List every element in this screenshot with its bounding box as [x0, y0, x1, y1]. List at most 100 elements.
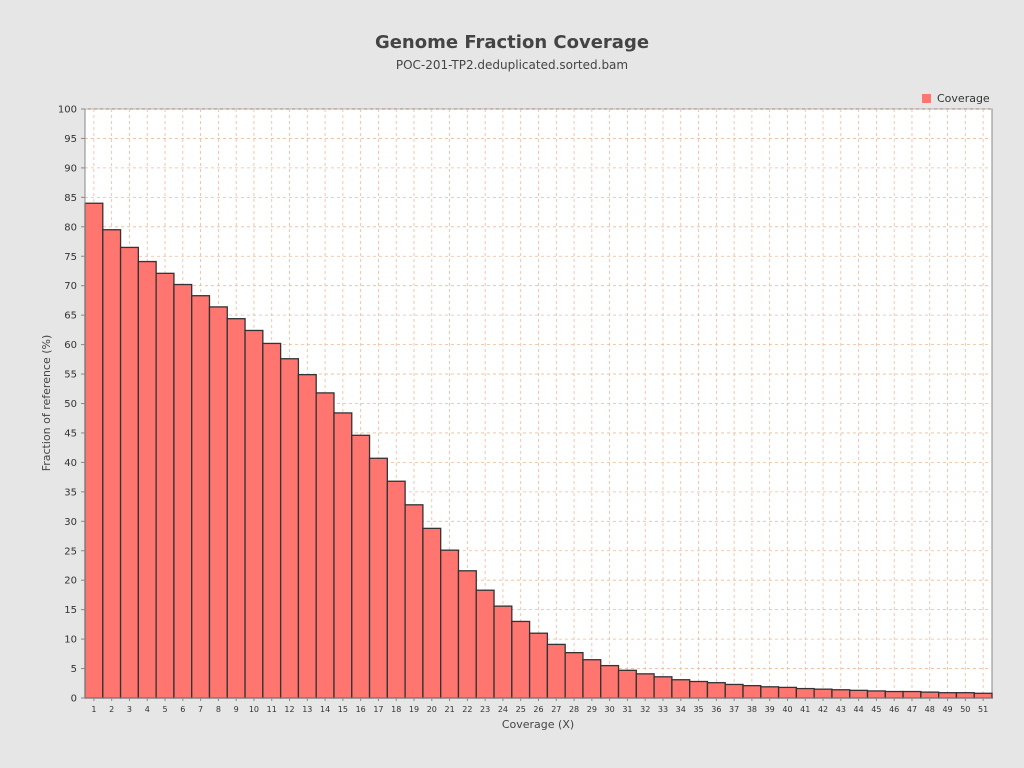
x-tick-label: 26 [533, 705, 543, 714]
x-tick-label: 22 [462, 705, 472, 714]
bar-coverage-10 [244, 329, 264, 699]
bar-coverage-19 [404, 504, 424, 699]
bar-coverage-43 [831, 689, 851, 699]
bar-coverage-41 [795, 687, 815, 699]
x-tick-label: 45 [871, 705, 881, 714]
x-tick-label: 48 [925, 705, 935, 714]
x-tick-label: 19 [409, 705, 419, 714]
bar-coverage-37 [724, 683, 744, 699]
bar-coverage-20 [422, 527, 442, 699]
x-tick-label: 20 [427, 705, 437, 714]
bar-coverage-9 [226, 318, 246, 699]
bar-coverage-49 [937, 692, 958, 699]
x-tick-label: 4 [145, 705, 150, 714]
bar-coverage-27 [546, 643, 566, 699]
y-tick-label: 55 [64, 370, 77, 381]
bar-coverage-46 [884, 690, 904, 699]
chart-title: Genome Fraction Coverage [375, 32, 649, 53]
bar-coverage-40 [777, 686, 798, 699]
bar-coverage-35 [689, 680, 709, 699]
x-tick-label: 40 [782, 705, 792, 714]
x-tick-label: 10 [249, 705, 259, 714]
x-tick-label: 33 [658, 705, 668, 714]
y-tick-label: 25 [64, 546, 77, 557]
x-tick-label: 32 [640, 705, 650, 714]
x-tick-label: 27 [551, 705, 561, 714]
y-tick-label: 15 [64, 605, 77, 616]
y-tick-label: 75 [64, 252, 77, 263]
y-tick-label: 80 [64, 222, 77, 233]
y-tick-label: 5 [71, 664, 77, 675]
bar-coverage-15 [333, 412, 353, 699]
bar-coverage-2 [102, 229, 122, 699]
bar-coverage-42 [813, 688, 833, 699]
bar-coverage-30 [600, 664, 620, 699]
x-tick-label: 6 [180, 705, 185, 714]
x-tick-label: 11 [267, 705, 277, 714]
x-tick-label: 49 [942, 705, 952, 714]
x-tick-label: 41 [800, 705, 810, 714]
x-tick-label: 28 [569, 705, 579, 714]
x-tick-label: 29 [587, 705, 597, 714]
y-tick-label: 45 [64, 428, 77, 439]
bar-coverage-12 [279, 358, 300, 699]
x-tick-label: 21 [444, 705, 454, 714]
y-tick-label: 40 [64, 458, 77, 469]
x-axis-ticks: 1 2 3 4 5 6 7 8 9 10 11 12 13 14 15 16 17 18 19 20 21 22 23 24 2… [91, 698, 988, 714]
bar-coverage-26 [528, 632, 549, 699]
x-tick-label: 34 [676, 705, 686, 714]
x-tick-label: 31 [622, 705, 632, 714]
x-tick-label: 15 [338, 705, 348, 714]
bar-coverage-16 [351, 434, 371, 699]
bar-coverage-38 [742, 684, 762, 699]
bar-coverage-39 [760, 686, 780, 699]
y-tick-label: 35 [64, 487, 77, 498]
bar-coverage-45 [866, 690, 886, 699]
bar-coverage-21 [440, 549, 460, 699]
bar-coverage-11 [262, 342, 282, 699]
x-tick-label: 9 [234, 705, 239, 714]
x-tick-label: 47 [907, 705, 917, 714]
y-tick-label: 100 [58, 105, 77, 116]
x-tick-label: 42 [818, 705, 828, 714]
x-tick-label: 35 [693, 705, 703, 714]
bar-coverage-1 [84, 202, 104, 699]
bar-coverage-17 [368, 457, 388, 699]
x-tick-label: 51 [978, 705, 988, 714]
bar-coverage-13 [297, 373, 317, 699]
bar-coverage-33 [653, 676, 673, 699]
x-tick-label: 18 [391, 705, 401, 714]
x-tick-label: 5 [162, 705, 167, 714]
x-tick-label: 43 [836, 705, 846, 714]
y-tick-label: 90 [64, 163, 77, 174]
y-tick-label: 85 [64, 193, 77, 204]
x-tick-label: 25 [516, 705, 526, 714]
bar-coverage-7 [191, 295, 211, 699]
x-tick-label: 36 [711, 705, 721, 714]
bar-coverage-47 [902, 690, 922, 699]
y-tick-label: 30 [64, 517, 77, 528]
bar-coverage-3 [119, 246, 140, 699]
x-tick-label: 14 [320, 705, 330, 714]
bar-coverage-36 [706, 682, 726, 699]
y-tick-label: 0 [71, 694, 77, 705]
x-tick-label: 3 [127, 705, 132, 714]
y-tick-label: 50 [64, 399, 77, 410]
y-tick-label: 95 [64, 134, 77, 145]
bar-coverage-14 [315, 392, 335, 699]
bar-coverage-23 [475, 589, 495, 699]
x-tick-label: 37 [729, 705, 739, 714]
x-tick-label: 12 [284, 705, 294, 714]
bar-coverage-8 [208, 306, 228, 699]
x-tick-label: 30 [605, 705, 615, 714]
x-tick-label: 39 [765, 705, 775, 714]
x-tick-label: 16 [356, 705, 366, 714]
x-tick-label: 38 [747, 705, 757, 714]
bar-coverage-44 [849, 689, 869, 699]
y-axis-ticks: 0 5 10 15 20 25 30 35 40 45 50 55 60 65 70 75 80 85 90 95 10… [58, 105, 85, 705]
x-tick-label: 8 [216, 705, 221, 714]
y-axis-label: Fraction of reference (%) [40, 335, 53, 472]
x-tick-label: 17 [373, 705, 383, 714]
